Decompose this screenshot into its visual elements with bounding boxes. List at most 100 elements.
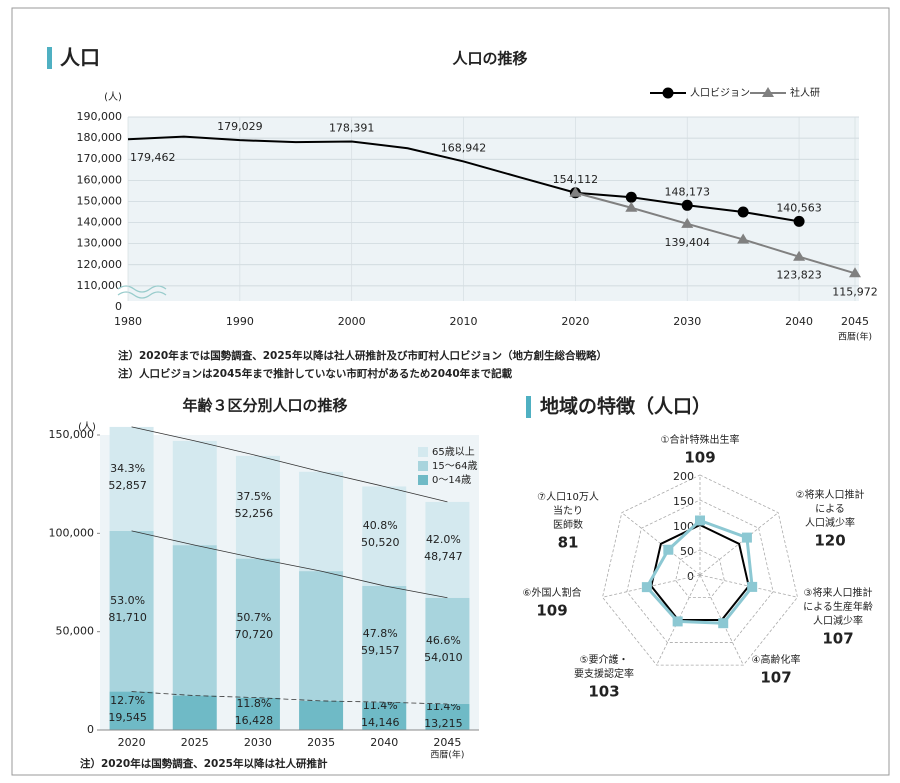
r-tick-label: 0 — [687, 570, 694, 583]
share-label: 42.0% — [426, 533, 461, 546]
axis-label: 当たり — [553, 504, 583, 517]
y-tick-label: 0 — [115, 300, 122, 313]
point — [569, 186, 582, 197]
bar-segment — [109, 530, 154, 692]
share-label: 34.3% — [110, 462, 145, 475]
y-axis-label: (人) — [78, 421, 96, 433]
axis-value: 120 — [814, 532, 845, 550]
point — [672, 616, 683, 627]
y-tick-label: 160,000 — [77, 173, 123, 186]
axis-label: ④高齢化率 — [752, 653, 801, 666]
x-tick-label: 2030 — [673, 315, 701, 328]
bar-segment — [109, 691, 154, 730]
y-tick-label: 110,000 — [77, 279, 123, 292]
grid-ring — [626, 499, 774, 643]
y-tick-label: 190,000 — [77, 110, 123, 123]
point — [695, 515, 705, 526]
y-tick-label: 100,000 — [49, 526, 95, 539]
bar-segment — [235, 558, 280, 698]
data-label: 59,157 — [361, 644, 400, 657]
bar-segment — [172, 440, 217, 546]
r-tick-label: 100 — [673, 520, 694, 533]
axis-break — [117, 285, 167, 299]
axis-label: による — [815, 503, 845, 515]
grid-ring — [602, 474, 798, 666]
axis-value: 81 — [558, 534, 579, 552]
data-label: 70,720 — [235, 628, 274, 641]
point — [681, 217, 694, 228]
share-label: 12.7% — [110, 694, 145, 707]
x-tick-label: 2010 — [450, 315, 478, 328]
trend-line — [131, 530, 448, 599]
share-label: 53.0% — [110, 594, 145, 607]
data-label: 179,462 — [130, 151, 176, 164]
point — [681, 199, 693, 211]
bar-segment — [235, 697, 280, 730]
data-label: 14,146 — [361, 716, 400, 729]
x-tick-label: 2040 — [370, 736, 398, 749]
legend-swatch — [418, 475, 428, 485]
series-line — [645, 518, 754, 625]
legend-marker — [762, 87, 774, 97]
y-tick-label: 130,000 — [77, 237, 123, 250]
point — [625, 201, 638, 212]
note: 注）2020年までは国勢調査、2025年以降は社人研推計及び市町村人口ビジョン（… — [118, 349, 607, 362]
axis-value: 109 — [684, 449, 715, 467]
chart-title: 地域の特徴（人口） — [540, 395, 711, 418]
data-label: 52,256 — [235, 507, 274, 520]
bar-segment — [109, 426, 154, 531]
data-label: 81,710 — [108, 611, 147, 624]
data-label: 115,972 — [832, 285, 878, 298]
axis-value: 109 — [536, 602, 567, 620]
x-tick-label: 2045 — [433, 736, 461, 749]
x-axis-label: 西暦(年) — [838, 331, 872, 343]
x-tick-label: 2020 — [561, 315, 589, 328]
axis-label: ⑥外国人割合 — [523, 586, 582, 599]
bar-segment — [425, 501, 470, 598]
point — [849, 267, 861, 278]
axis-label: ②将来人口推計 — [796, 488, 865, 501]
point — [718, 618, 729, 629]
point — [793, 215, 805, 227]
heading-bar — [526, 396, 531, 418]
y-tick-label: 150,000 — [77, 194, 123, 207]
y-axis-label: (人) — [104, 91, 122, 103]
axis-label: 要支援認定率 — [574, 667, 634, 680]
data-label: 179,029 — [217, 120, 263, 133]
x-tick-label: 2030 — [244, 736, 272, 749]
legend-swatch — [418, 447, 428, 457]
data-label: 13,215 — [424, 717, 463, 730]
share-label: 50.7% — [236, 611, 271, 624]
section-title: 人口 — [60, 46, 100, 70]
r-tick-label: 50 — [680, 545, 694, 558]
x-tick-label: 2035 — [307, 736, 335, 749]
x-tick-label: 2045 — [841, 315, 869, 328]
bar-segment — [172, 695, 217, 730]
bar-segment — [362, 486, 407, 586]
axis-value: 103 — [588, 683, 619, 701]
bar-segment — [425, 597, 470, 705]
data-label: 178,391 — [329, 122, 375, 135]
point — [737, 206, 749, 218]
bar-segment — [362, 585, 407, 703]
data-label: 140,563 — [776, 201, 822, 214]
axis-label: ③将来人口推計 — [804, 586, 873, 599]
bar-segment — [172, 545, 217, 696]
share-label: 46.6% — [426, 634, 461, 647]
axis-label: 人口減少率 — [805, 516, 855, 529]
share-label: 11.8% — [236, 697, 271, 710]
share-label: 37.5% — [236, 490, 271, 503]
r-tick-label: 150 — [673, 495, 694, 508]
axis-label: ①合計特殊出生率 — [661, 433, 740, 446]
axis-value: 107 — [760, 669, 791, 687]
point — [641, 582, 652, 593]
data-label: 16,428 — [235, 714, 274, 727]
series-line — [650, 523, 750, 622]
data-label: 50,520 — [361, 536, 400, 549]
share-label: 40.8% — [363, 519, 398, 532]
data-label: 148,173 — [664, 185, 710, 198]
axis-value: 107 — [822, 630, 853, 648]
y-tick-label: 0 — [87, 723, 94, 736]
y-tick-label: 120,000 — [77, 258, 123, 271]
x-tick-label: 1980 — [114, 315, 142, 328]
